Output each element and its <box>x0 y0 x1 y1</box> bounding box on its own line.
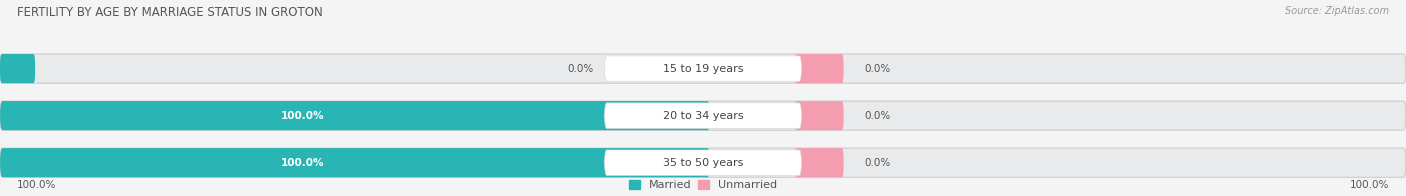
FancyBboxPatch shape <box>794 101 844 130</box>
Text: 0.0%: 0.0% <box>568 64 593 74</box>
Text: 20 to 34 years: 20 to 34 years <box>662 111 744 121</box>
Text: Source: ZipAtlas.com: Source: ZipAtlas.com <box>1285 6 1389 16</box>
Text: 0.0%: 0.0% <box>865 158 891 168</box>
FancyBboxPatch shape <box>0 54 35 83</box>
FancyBboxPatch shape <box>794 54 844 83</box>
Text: 100.0%: 100.0% <box>281 111 323 121</box>
FancyBboxPatch shape <box>605 150 801 175</box>
Text: 100.0%: 100.0% <box>281 158 323 168</box>
FancyBboxPatch shape <box>794 148 844 177</box>
FancyBboxPatch shape <box>0 148 1406 177</box>
Text: 35 to 50 years: 35 to 50 years <box>662 158 744 168</box>
Legend: Married, Unmarried: Married, Unmarried <box>628 180 778 191</box>
FancyBboxPatch shape <box>0 101 1406 130</box>
FancyBboxPatch shape <box>0 148 710 177</box>
FancyBboxPatch shape <box>605 103 801 128</box>
Text: 0.0%: 0.0% <box>865 111 891 121</box>
Text: 15 to 19 years: 15 to 19 years <box>662 64 744 74</box>
Text: FERTILITY BY AGE BY MARRIAGE STATUS IN GROTON: FERTILITY BY AGE BY MARRIAGE STATUS IN G… <box>17 6 322 19</box>
Text: 100.0%: 100.0% <box>1350 180 1389 190</box>
FancyBboxPatch shape <box>0 54 1406 83</box>
Text: 0.0%: 0.0% <box>865 64 891 74</box>
FancyBboxPatch shape <box>605 56 801 81</box>
FancyBboxPatch shape <box>0 101 710 130</box>
Text: 100.0%: 100.0% <box>17 180 56 190</box>
